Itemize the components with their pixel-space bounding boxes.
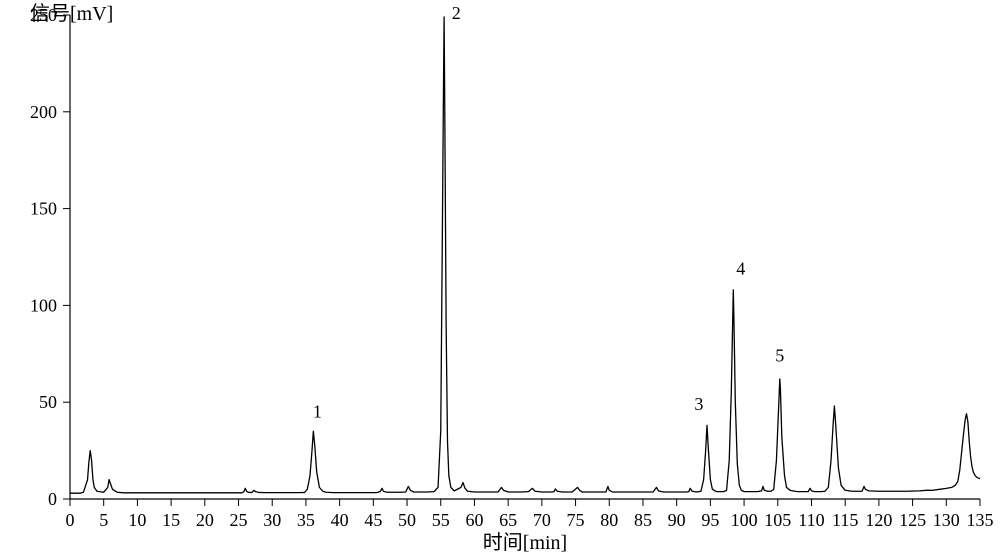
peak-label: 5: [775, 346, 784, 366]
x-tick-label: 75: [567, 510, 585, 530]
x-tick-label: 25: [230, 510, 248, 530]
x-tick-label: 110: [798, 510, 824, 530]
x-tick-label: 70: [533, 510, 551, 530]
x-tick-label: 125: [899, 510, 926, 530]
y-tick-label: 50: [39, 392, 57, 412]
y-tick-label: 100: [30, 295, 57, 315]
x-tick-label: 0: [66, 510, 75, 530]
x-tick-label: 55: [432, 510, 450, 530]
x-tick-label: 130: [933, 510, 960, 530]
x-tick-label: 85: [634, 510, 652, 530]
x-tick-label: 40: [331, 510, 349, 530]
x-tick-label: 95: [701, 510, 719, 530]
x-tick-label: 50: [398, 510, 416, 530]
x-tick-label: 5: [99, 510, 108, 530]
x-tick-label: 100: [731, 510, 758, 530]
x-tick-label: 80: [600, 510, 618, 530]
x-tick-label: 45: [364, 510, 382, 530]
x-tick-label: 20: [196, 510, 214, 530]
x-axis-label: 时间[min]: [483, 531, 567, 554]
x-tick-label: 30: [263, 510, 281, 530]
x-tick-label: 120: [865, 510, 892, 530]
x-tick-label: 105: [764, 510, 791, 530]
peak-label: 2: [452, 3, 461, 23]
x-tick-label: 60: [465, 510, 483, 530]
x-tick-label: 135: [967, 510, 994, 530]
x-tick-label: 10: [128, 510, 146, 530]
y-tick-label: 200: [30, 102, 57, 122]
x-tick-label: 115: [832, 510, 858, 530]
y-tick-label: 150: [30, 199, 57, 219]
peak-label: 1: [313, 402, 322, 422]
x-tick-label: 65: [499, 510, 517, 530]
chromatogram-chart: 0510152025303540455055606570758085909510…: [0, 0, 1000, 559]
y-tick-label: 0: [48, 489, 57, 509]
x-tick-label: 35: [297, 510, 315, 530]
peak-label: 3: [694, 394, 703, 414]
chart-svg: 0510152025303540455055606570758085909510…: [0, 0, 1000, 559]
chart-background: [0, 0, 1000, 559]
x-tick-label: 90: [668, 510, 686, 530]
y-axis-label: 信号[mV]: [30, 2, 113, 25]
x-tick-label: 15: [162, 510, 180, 530]
peak-label: 4: [736, 258, 745, 278]
